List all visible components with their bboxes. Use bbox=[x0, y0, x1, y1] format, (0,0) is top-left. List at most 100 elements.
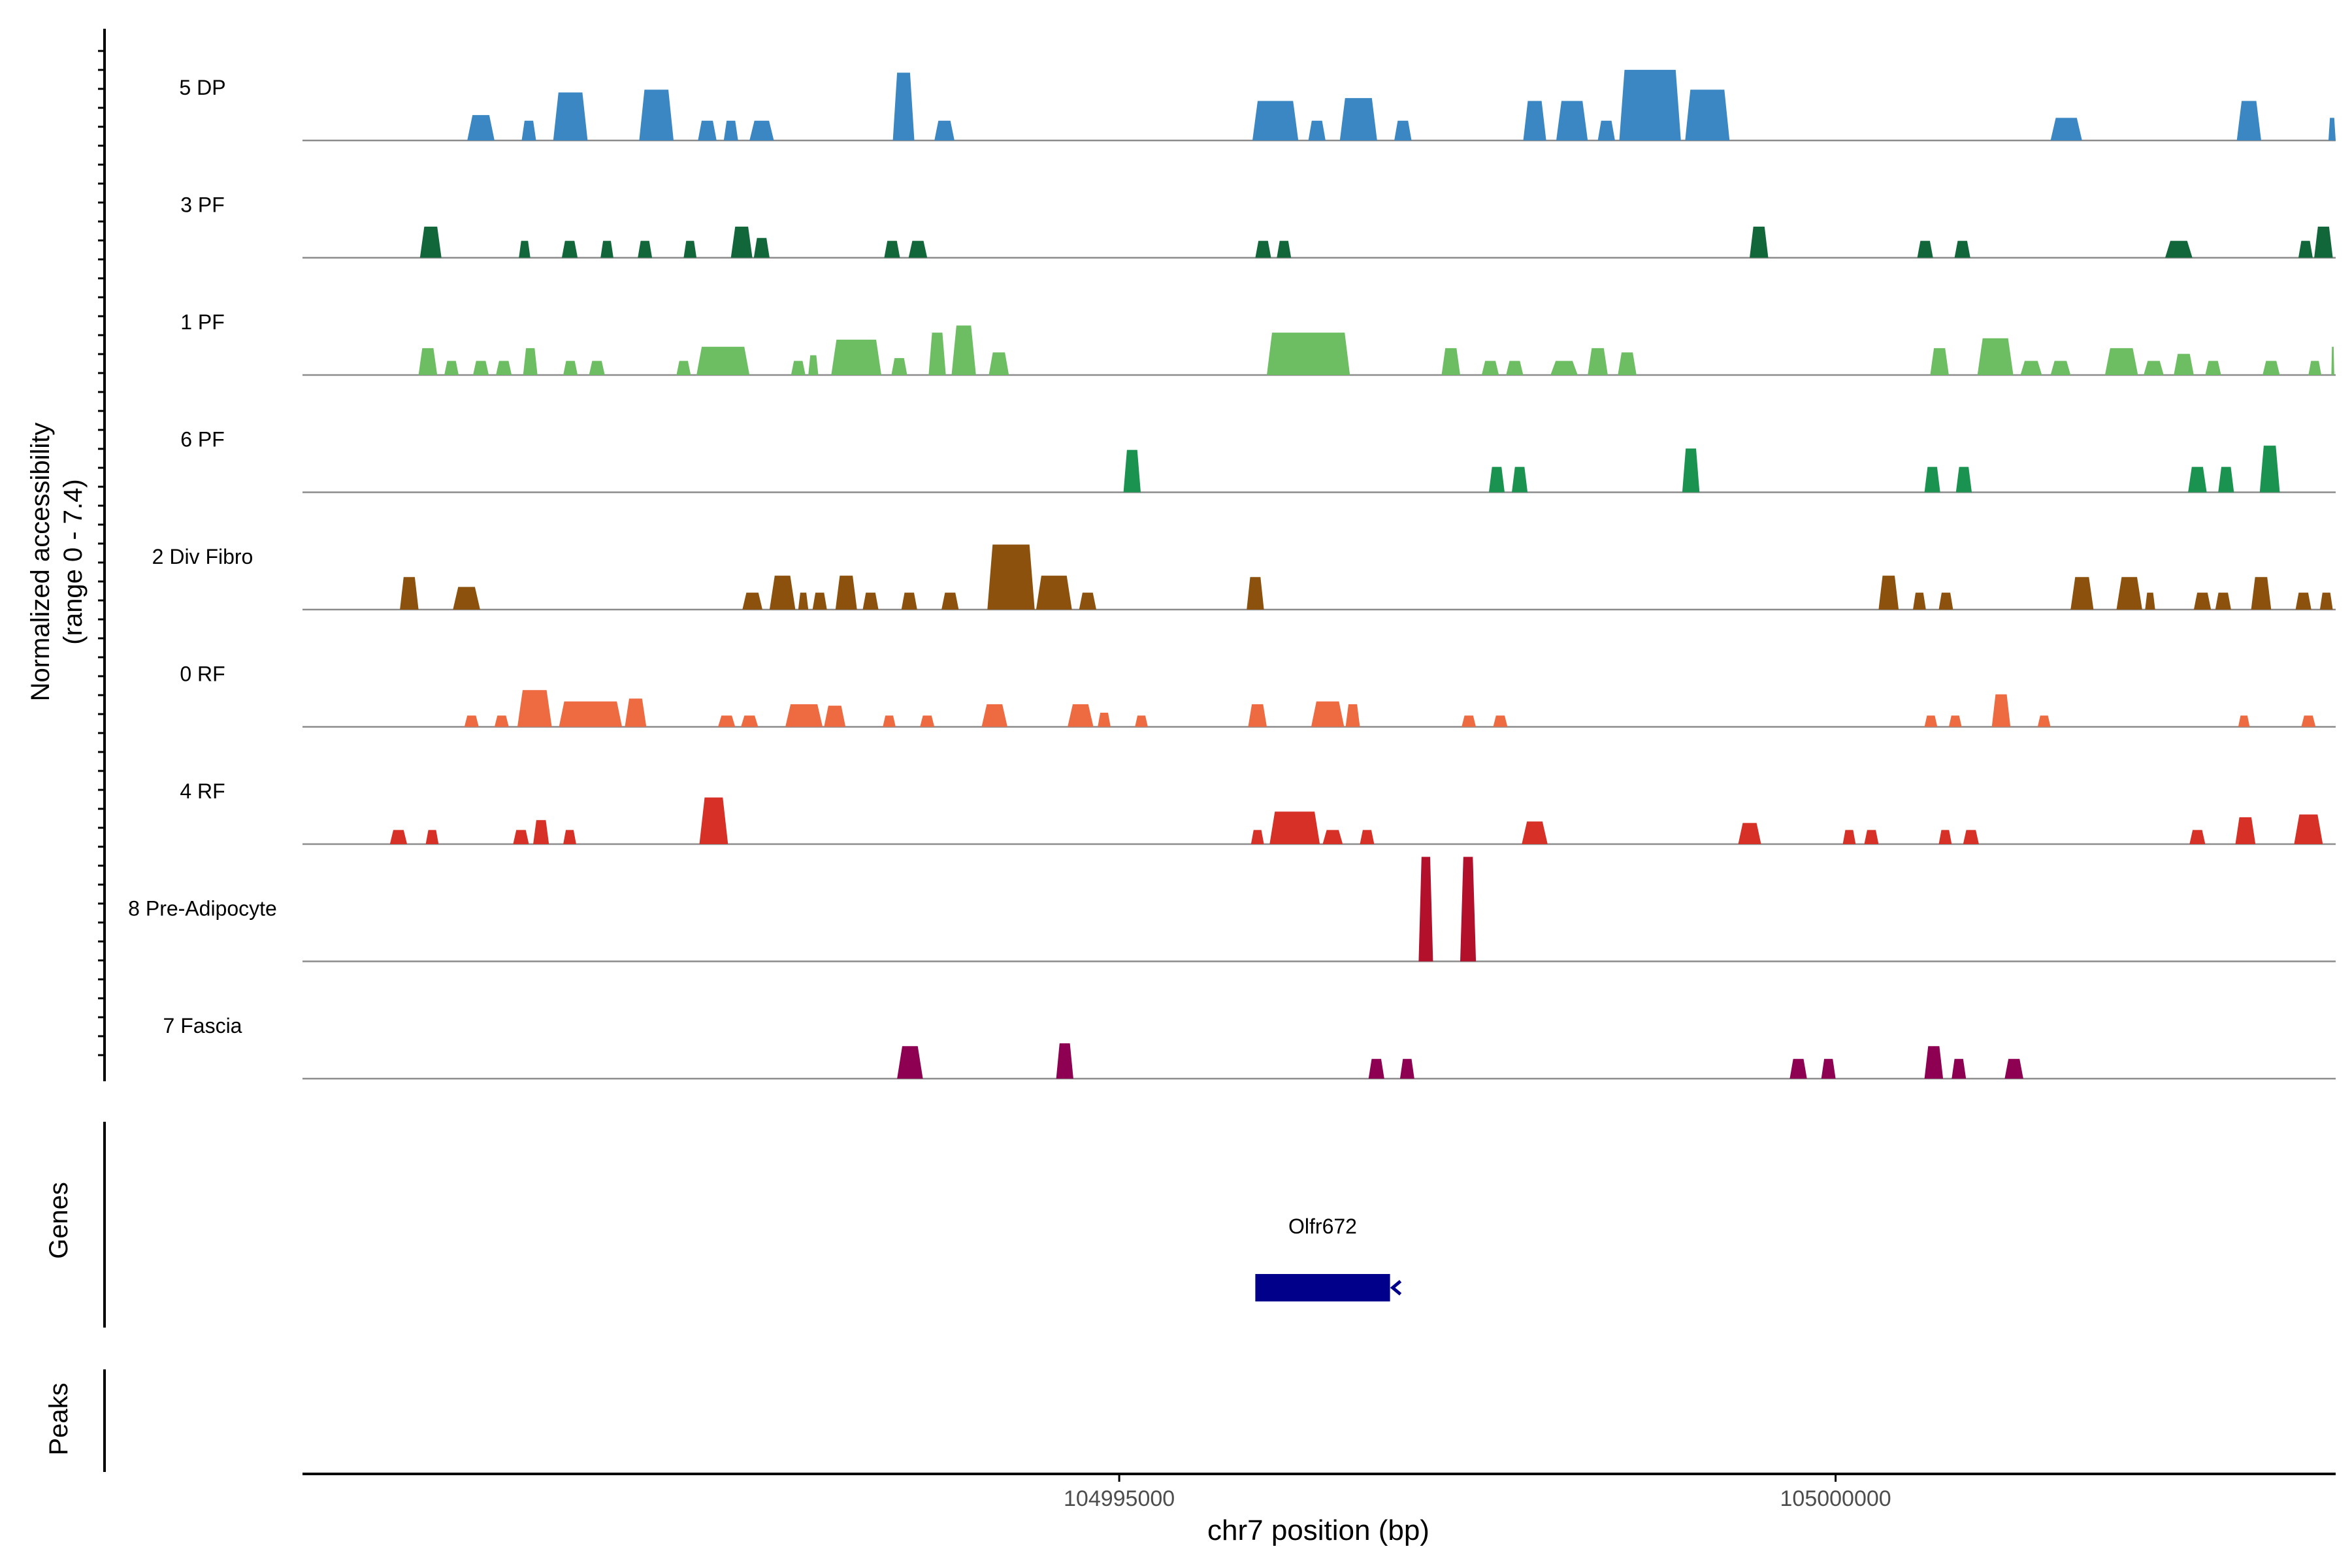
coverage-peak bbox=[453, 587, 480, 610]
coverage-peak bbox=[1954, 240, 1970, 258]
coverage-peak bbox=[1481, 361, 1499, 375]
coverage-peak bbox=[494, 715, 509, 727]
coverage-peak bbox=[2314, 226, 2333, 258]
track-1: 5 DP bbox=[179, 69, 2336, 142]
coverage-peak bbox=[723, 120, 738, 140]
coverage-peak bbox=[2070, 577, 2094, 610]
coverage-peak bbox=[987, 544, 1035, 610]
coverage-peak bbox=[1123, 449, 1141, 493]
coverage-peak bbox=[1079, 593, 1096, 610]
coverage-peak bbox=[2238, 715, 2250, 727]
coverage-peak bbox=[2331, 346, 2334, 375]
coverage-peak bbox=[2328, 118, 2336, 140]
coverage-peak bbox=[2020, 361, 2042, 375]
coverage-peak bbox=[2251, 577, 2272, 610]
coverage-peak bbox=[2165, 240, 2193, 258]
coverage-peak bbox=[891, 358, 907, 375]
coverage-peak bbox=[1977, 338, 2014, 375]
track-label: 6 PF bbox=[180, 428, 225, 451]
coverage-peak bbox=[419, 226, 442, 258]
coverage-peak bbox=[1924, 715, 1938, 727]
coverage-peak bbox=[519, 240, 531, 258]
track-label: 8 Pre-Adipocyte bbox=[128, 897, 277, 921]
x-axis-tick-label: 104995000 bbox=[1064, 1486, 1175, 1511]
coverage-peak bbox=[1963, 830, 1979, 844]
coverage-peak bbox=[2235, 817, 2256, 844]
coverage-peak bbox=[1924, 1046, 1944, 1079]
coverage-peak bbox=[464, 715, 479, 727]
genes-track-label: Genes bbox=[44, 1182, 73, 1259]
coverage-peak bbox=[1460, 857, 1477, 962]
coverage-peak bbox=[1821, 1058, 1836, 1079]
coverage-peak bbox=[730, 226, 753, 258]
coverage-peak bbox=[521, 120, 536, 140]
coverage-peak bbox=[2205, 361, 2221, 375]
coverage-peak bbox=[2295, 593, 2311, 610]
coverage-peak bbox=[517, 690, 552, 727]
coverage-peak bbox=[741, 715, 759, 727]
coverage-peak bbox=[1913, 593, 1926, 610]
coverage-peak bbox=[625, 698, 647, 727]
coverage-peak bbox=[2301, 715, 2316, 727]
coverage-peak bbox=[1789, 1058, 1807, 1079]
coverage-peak bbox=[1597, 120, 1615, 140]
gene-body bbox=[1255, 1274, 1390, 1301]
coverage-peak bbox=[1441, 348, 1460, 375]
coverage-peak bbox=[812, 593, 827, 610]
coverage-peak bbox=[696, 346, 750, 375]
coverage-peak bbox=[1339, 98, 1377, 140]
coverage-peak bbox=[1345, 704, 1360, 727]
coverage-peak bbox=[934, 120, 955, 140]
coverage-peak bbox=[1685, 90, 1730, 140]
coverage-peak bbox=[892, 73, 915, 140]
coverage-peak bbox=[897, 1046, 923, 1079]
coverage-peak bbox=[835, 576, 857, 610]
coverage-peak bbox=[2259, 446, 2280, 493]
coverage-peak bbox=[1588, 348, 1608, 375]
coverage-peak bbox=[1252, 101, 1299, 140]
coverage-peak bbox=[1368, 1058, 1384, 1079]
coverage-peak bbox=[553, 92, 588, 140]
coverage-y-ticks bbox=[98, 50, 105, 1056]
coverage-peak bbox=[2050, 361, 2071, 375]
y-axis-label-line1: Normalized accessibility bbox=[26, 423, 55, 702]
coverage-peak bbox=[1267, 333, 1350, 375]
coverage-peak bbox=[1948, 715, 1962, 727]
coverage-peak bbox=[1399, 1058, 1414, 1079]
coverage-peak bbox=[1512, 466, 1528, 493]
coverage-peak bbox=[638, 240, 653, 258]
coverage-peak bbox=[698, 120, 717, 140]
coverage-peak bbox=[1523, 101, 1546, 140]
coverage-peak bbox=[561, 240, 578, 258]
coverage-peak bbox=[798, 593, 809, 610]
coverage-peak bbox=[1618, 352, 1637, 375]
coverage-peak bbox=[467, 115, 495, 140]
coverage-peak bbox=[2215, 593, 2231, 610]
coverage-peak bbox=[2144, 361, 2164, 375]
coverage-peak bbox=[589, 361, 605, 375]
track-label: 4 RF bbox=[180, 779, 225, 803]
gene-strand-arrow-icon bbox=[1390, 1280, 1402, 1296]
track-label: 5 DP bbox=[179, 76, 225, 99]
track-label: 0 RF bbox=[180, 662, 225, 686]
coverage-peak bbox=[920, 715, 935, 727]
coverage-peak bbox=[791, 361, 806, 375]
coverage-peak bbox=[1036, 576, 1072, 610]
coverage-peak bbox=[1738, 823, 1761, 844]
coverage-peak bbox=[1248, 704, 1267, 727]
coverage-peak bbox=[425, 830, 439, 844]
coverage-peak bbox=[1056, 1043, 1073, 1079]
coverage-peak bbox=[884, 240, 900, 258]
coverage-peak bbox=[1522, 821, 1548, 844]
coverage-peak bbox=[639, 90, 674, 140]
coverage-peak bbox=[1311, 701, 1345, 727]
coverage-peak bbox=[1556, 101, 1588, 140]
coverage-peak bbox=[1255, 240, 1271, 258]
track-2: 3 PF bbox=[180, 193, 2336, 259]
coverage-peak bbox=[2294, 814, 2323, 844]
track-9: 7 Fascia bbox=[163, 1014, 2336, 1080]
coverage-peak bbox=[2174, 353, 2194, 375]
coverage-peak bbox=[785, 704, 823, 727]
coverage-peak bbox=[563, 361, 578, 375]
